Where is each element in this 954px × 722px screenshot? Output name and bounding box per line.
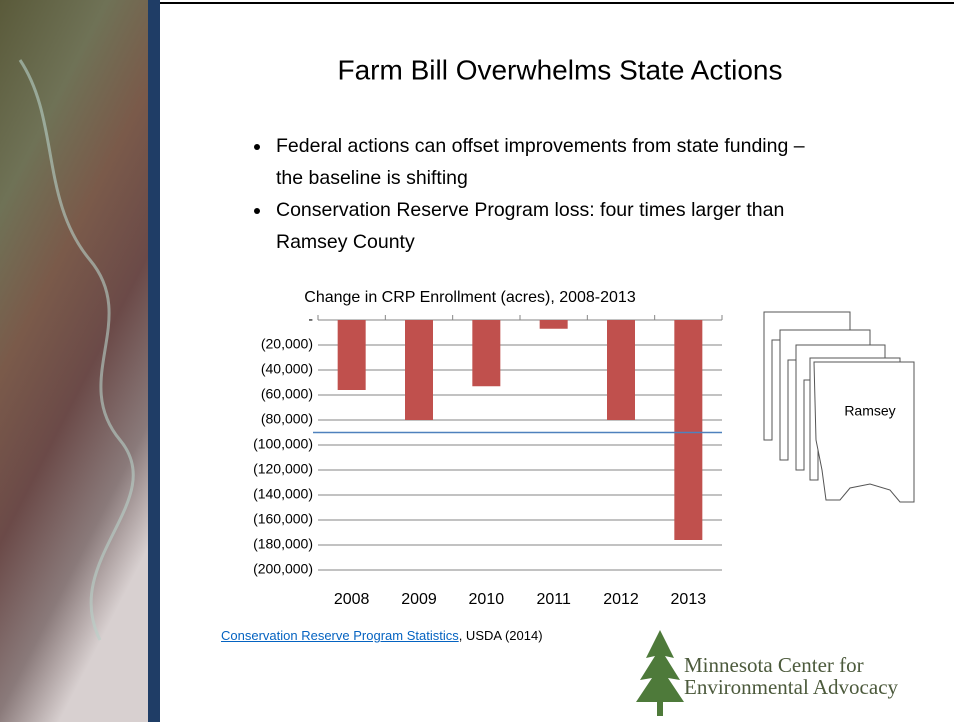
bar [472,320,500,386]
source: Conservation Reserve Program Statistics,… [221,628,543,643]
slide-title: Farm Bill Overwhelms State Actions [337,54,782,85]
y-tick-label: (40,000) [261,361,313,377]
y-tick-label: (60,000) [261,386,313,402]
x-tick-label: 2010 [469,591,505,608]
x-tick-label: 2009 [401,591,437,608]
y-tick-label: (20,000) [261,336,313,352]
source-link[interactable]: Conservation Reserve Program Statistics [221,628,459,643]
y-tick-label: (160,000) [253,511,313,527]
bullet: Conservation Reserve Program loss: four … [272,194,812,258]
map-label: Ramsey [844,403,895,419]
logo: Minnesota Center for Environmental Advoc… [684,654,898,698]
y-tick-label: (200,000) [253,561,313,577]
chart-title: Change in CRP Enrollment (acres), 2008-2… [304,289,636,306]
bar [338,320,366,390]
side-stripe [148,0,160,722]
y-tick-label: (180,000) [253,536,313,552]
y-tick-label: (120,000) [253,461,313,477]
bullet: Federal actions can offset improvements … [272,130,812,194]
source-text: , USDA (2014) [459,628,543,643]
y-tick-label: (140,000) [253,486,313,502]
bar [540,320,568,329]
logo-line: Minnesota Center for [684,654,898,676]
y-tick-label: (80,000) [261,411,313,427]
y-tick-label: - [308,311,313,327]
x-tick-label: 2013 [671,591,707,608]
logo-tree [636,630,684,716]
x-tick-label: 2012 [603,591,639,608]
x-tick-label: 2008 [334,591,370,608]
slide: Farm Bill Overwhelms State Actions Chang… [0,0,954,722]
x-tick-label: 2011 [536,591,571,608]
bullet-list: Federal actions can offset improvements … [250,130,812,258]
logo-line: Environmental Advocacy [684,676,898,698]
bar [674,320,702,540]
y-tick-label: (100,000) [253,436,313,452]
side-image [0,0,148,722]
bar [405,320,433,420]
slide-canvas: Farm Bill Overwhelms State Actions Chang… [0,0,954,722]
bar [607,320,635,420]
